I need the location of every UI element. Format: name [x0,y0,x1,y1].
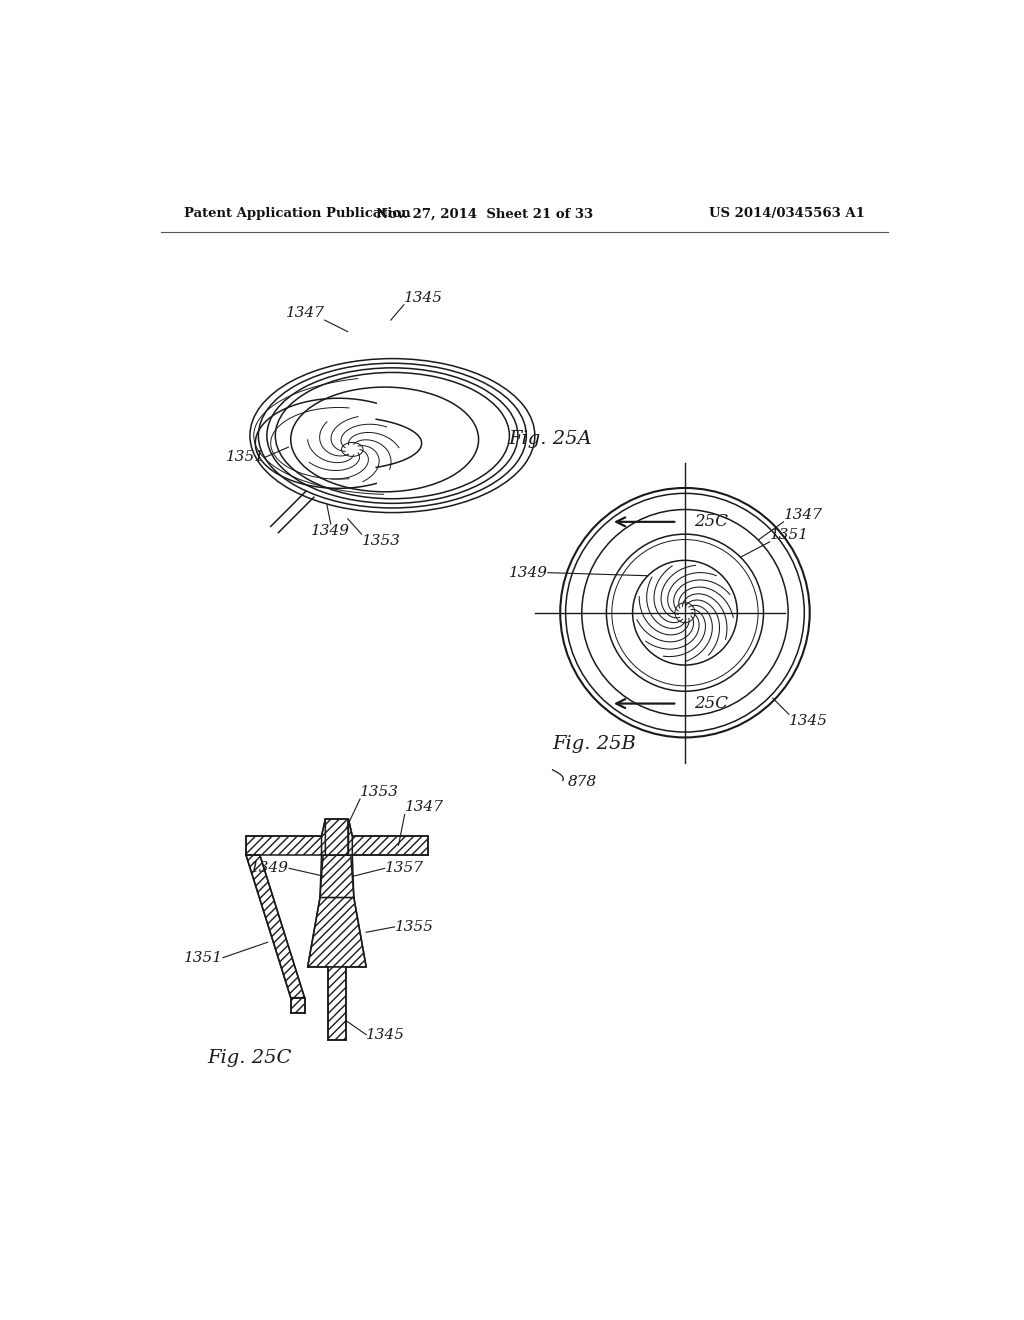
Text: Fig. 25A: Fig. 25A [508,430,592,449]
Text: 25C: 25C [694,513,728,531]
Text: Fig. 25C: Fig. 25C [208,1049,292,1067]
Text: Nov. 27, 2014  Sheet 21 of 33: Nov. 27, 2014 Sheet 21 of 33 [376,207,593,220]
Text: 1351: 1351 [770,528,809,543]
Text: 1349: 1349 [509,566,548,579]
Text: 1357: 1357 [385,862,424,875]
Text: 1347: 1347 [404,800,443,814]
Polygon shape [319,855,354,898]
Text: 1347: 1347 [286,306,325,321]
Polygon shape [352,836,428,855]
Text: 1355: 1355 [394,920,434,933]
Text: 1349: 1349 [311,524,350,539]
Text: 1347: 1347 [783,508,822,521]
Polygon shape [326,818,348,855]
Text: Fig. 25B: Fig. 25B [553,735,636,752]
Polygon shape [328,966,346,1040]
Text: 1345: 1345 [367,1028,406,1041]
Text: 1353: 1353 [361,535,400,548]
Text: 1353: 1353 [360,785,399,799]
Polygon shape [246,855,304,998]
Polygon shape [348,818,352,855]
Text: US 2014/0345563 A1: US 2014/0345563 A1 [710,207,865,220]
Text: 878: 878 [568,775,597,789]
Polygon shape [322,818,326,855]
Text: 25C: 25C [694,696,728,711]
Polygon shape [246,836,322,855]
Text: 1345: 1345 [403,290,443,305]
Text: 1351: 1351 [184,950,223,965]
Polygon shape [307,898,367,966]
Text: Patent Application Publication: Patent Application Publication [184,207,412,220]
Polygon shape [291,998,304,1014]
Text: 1351: 1351 [226,450,265,465]
Text: 1345: 1345 [788,714,828,729]
Text: 1349: 1349 [250,862,289,875]
